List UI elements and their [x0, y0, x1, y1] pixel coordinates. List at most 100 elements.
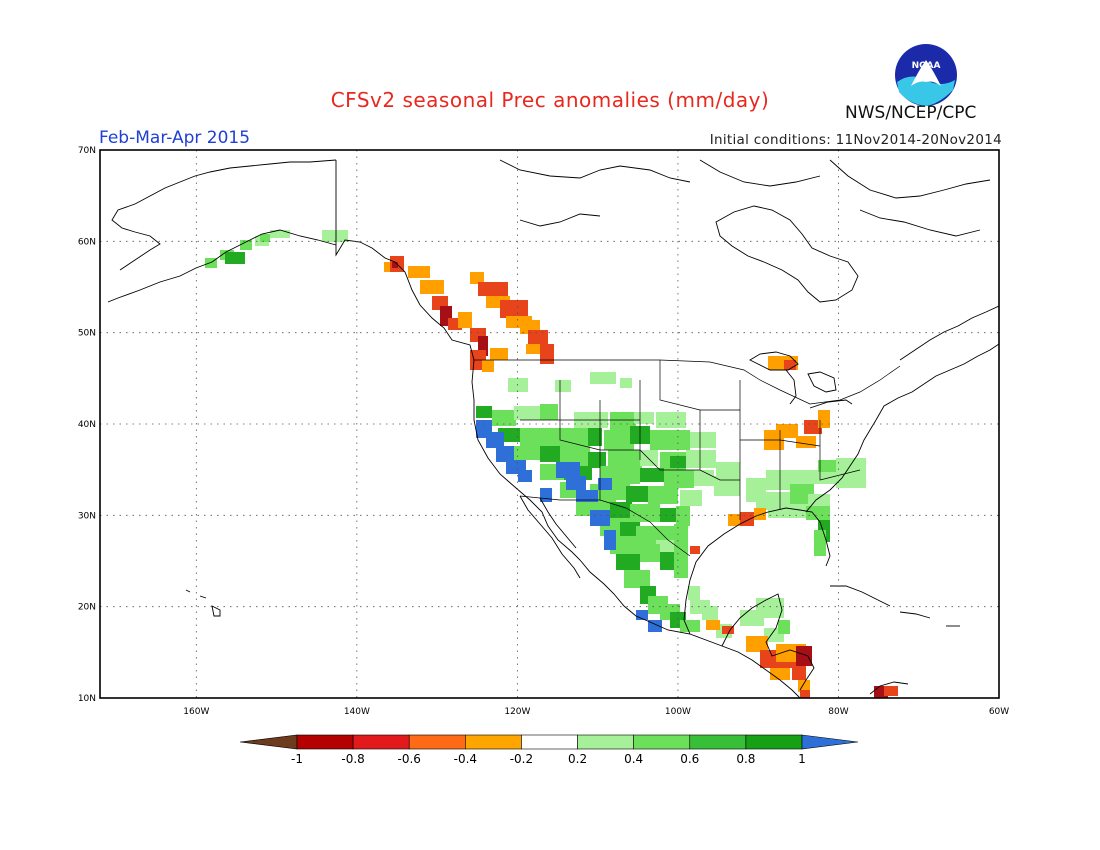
colorbar-label: 0.8 [736, 752, 755, 766]
colorbar-label: -0.4 [454, 752, 477, 766]
anomaly-cell [648, 486, 678, 504]
anomaly-cell [776, 424, 798, 438]
initial-conditions-label: Initial conditions: 11Nov2014-20Nov2014 [709, 132, 1002, 148]
anomaly-cell [556, 462, 580, 478]
anomaly-cell [650, 430, 690, 450]
anomaly-cell [636, 526, 676, 544]
anomaly-cell [608, 450, 642, 468]
colorbar-label: 1 [798, 752, 806, 766]
anomaly-shading [205, 230, 898, 698]
anomaly-cell [588, 452, 606, 468]
longitude-labels: 160W 140W 120W 100W 80W 60W [183, 707, 1009, 717]
anomaly-cell [690, 432, 716, 448]
anomaly-cell [225, 252, 245, 264]
colorbar-segment [352, 734, 410, 750]
anomaly-cell [576, 490, 598, 502]
colorbar-segment [521, 734, 578, 750]
anomaly-cell [806, 506, 830, 520]
anomaly-cell [884, 686, 898, 696]
anomaly-cell [540, 446, 560, 462]
anomaly-cell [590, 372, 616, 384]
colorbar-segment [408, 734, 466, 750]
anomaly-cell [590, 510, 610, 526]
lon-label: 160W [183, 707, 209, 717]
lat-label: 60N [78, 237, 96, 247]
anomaly-cell [540, 344, 554, 364]
anomaly-cell [796, 470, 836, 484]
anomaly-cell [674, 548, 688, 578]
political-borders [474, 359, 901, 557]
anomaly-cell [205, 258, 217, 268]
anomaly-cell [540, 404, 558, 420]
anomaly-cell [656, 412, 686, 428]
anomaly-cell [560, 448, 590, 466]
anomaly-cell [818, 410, 830, 428]
noaa-logo-text: NOAA [912, 61, 941, 71]
anomaly-cell [690, 546, 700, 554]
anomaly-cell [470, 272, 484, 284]
coastlines [107, 159, 999, 698]
anomaly-cell [640, 450, 658, 466]
anomaly-cell [260, 234, 270, 242]
anomaly-cell [498, 428, 526, 442]
chart-title: CFSv2 seasonal Prec anomalies (mm/day) [330, 88, 770, 112]
colorbar-labels: -1 -0.8 -0.6 -0.4 -0.2 0.2 0.4 0.6 0.8 1 [291, 752, 806, 766]
anomaly-cell [624, 570, 650, 588]
anomaly-cell [754, 508, 766, 520]
anomaly-cell [478, 282, 508, 296]
colorbar-min-arrow [239, 734, 298, 750]
anomaly-cell [688, 586, 700, 600]
anomaly-cell [514, 406, 544, 420]
colorbar-segment [465, 734, 522, 750]
colorbar-label: -0.2 [510, 752, 533, 766]
anomaly-cell [768, 504, 808, 518]
lat-label: 10N [78, 694, 96, 704]
anomaly-cell [240, 240, 252, 250]
anomaly-cell [836, 458, 866, 476]
anomaly-cell [722, 626, 734, 634]
colorbar-label: -1 [291, 752, 303, 766]
anomaly-cell [740, 610, 764, 626]
anomaly-cell [270, 230, 290, 238]
anomaly-cell [664, 470, 694, 488]
anomaly-cell [680, 490, 702, 506]
anomaly-cell [526, 344, 546, 354]
anomaly-cell [766, 470, 796, 490]
anomaly-cell [784, 360, 796, 370]
colorbar-label: 0.4 [624, 752, 643, 766]
anomaly-cell [496, 446, 514, 462]
lat-label: 40N [78, 420, 96, 430]
anomaly-cell [746, 636, 768, 652]
colorbar-segment [296, 734, 354, 750]
anomaly-cell [676, 506, 690, 526]
lon-label: 80W [828, 707, 848, 717]
anomaly-cell [588, 428, 602, 446]
anomaly-cell [610, 412, 636, 430]
anomaly-cell [694, 470, 714, 486]
anomaly-cell [490, 348, 508, 360]
anomaly-cell [636, 610, 648, 620]
anomaly-cell [492, 410, 516, 426]
anomaly-cell [640, 468, 664, 482]
anomaly-cell [770, 668, 790, 680]
latitude-labels: 70N 60N 50N 40N 30N 20N 10N [78, 146, 96, 704]
anomaly-cell [796, 646, 812, 666]
anomaly-cell [626, 486, 648, 502]
anomaly-cell [476, 406, 492, 418]
colorbar-segment [577, 734, 634, 750]
anomaly-cell [804, 420, 822, 434]
anomaly-cell [408, 266, 430, 278]
lat-label: 50N [78, 329, 96, 339]
colorbar-segment [689, 734, 747, 750]
lon-label: 60W [989, 707, 1009, 717]
lat-label: 30N [78, 511, 96, 521]
anomaly-cell [478, 336, 488, 356]
colorbar-label: -0.8 [341, 752, 364, 766]
anomaly-cell [566, 476, 586, 490]
colorbar-segment [633, 734, 691, 750]
anomaly-cell [634, 412, 654, 424]
anomaly-cell [555, 380, 571, 392]
colorbar-label: -0.6 [398, 752, 421, 766]
anomaly-cell [512, 446, 542, 460]
